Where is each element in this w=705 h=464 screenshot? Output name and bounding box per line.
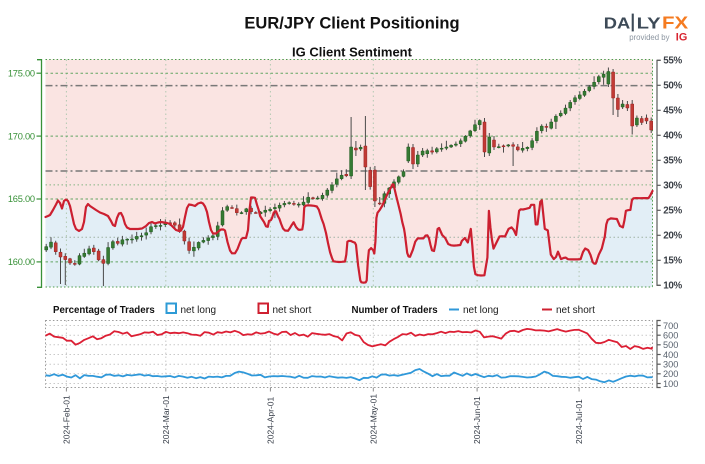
svg-text:15%: 15% <box>663 256 682 267</box>
svg-text:net short: net short <box>273 305 312 316</box>
svg-text:45%: 45% <box>663 106 682 117</box>
svg-text:50%: 50% <box>663 81 682 92</box>
svg-text:20%: 20% <box>663 231 682 242</box>
svg-text:30%: 30% <box>663 181 682 192</box>
svg-text:2024-Apr-01: 2024-Apr-01 <box>265 396 275 444</box>
svg-text:35%: 35% <box>663 156 682 167</box>
svg-text:40%: 40% <box>663 131 682 142</box>
svg-text:25%: 25% <box>663 206 682 217</box>
svg-text:LY: LY <box>637 15 662 32</box>
svg-text:175.00: 175.00 <box>8 68 35 78</box>
svg-text:600: 600 <box>663 331 678 341</box>
svg-text:IG: IG <box>676 32 688 44</box>
svg-text:provided by: provided by <box>629 33 669 42</box>
svg-text:2024-Jun-01: 2024-Jun-01 <box>472 396 482 444</box>
svg-text:EUR/JPY Client Positioning: EUR/JPY Client Positioning <box>244 14 459 32</box>
svg-text:160.00: 160.00 <box>8 257 35 267</box>
svg-text:300: 300 <box>663 360 678 370</box>
svg-text:Percentage of Traders: Percentage of Traders <box>53 305 155 316</box>
svg-text:400: 400 <box>663 350 678 360</box>
svg-text:Number of Traders: Number of Traders <box>352 305 438 316</box>
svg-text:net long: net long <box>181 305 217 316</box>
svg-text:55%: 55% <box>663 56 682 67</box>
svg-text:2024-Mar-01: 2024-Mar-01 <box>161 395 171 444</box>
svg-text:FX: FX <box>662 13 689 33</box>
svg-text:200: 200 <box>663 369 678 379</box>
svg-text:170.00: 170.00 <box>8 131 35 141</box>
svg-text:net short: net short <box>556 305 595 316</box>
svg-text:DA: DA <box>604 15 631 32</box>
svg-text:net long: net long <box>463 305 499 316</box>
svg-text:100: 100 <box>663 379 678 389</box>
svg-text:2024-Feb-01: 2024-Feb-01 <box>61 395 71 444</box>
svg-text:10%: 10% <box>663 281 682 292</box>
svg-text:2024-Jul-01: 2024-Jul-01 <box>574 399 584 444</box>
svg-text:500: 500 <box>663 340 678 350</box>
svg-text:165.00: 165.00 <box>8 194 35 204</box>
svg-text:700: 700 <box>663 321 678 331</box>
svg-text:IG Client Sentiment: IG Client Sentiment <box>292 44 413 59</box>
svg-text:2024-May-01: 2024-May-01 <box>368 394 378 444</box>
